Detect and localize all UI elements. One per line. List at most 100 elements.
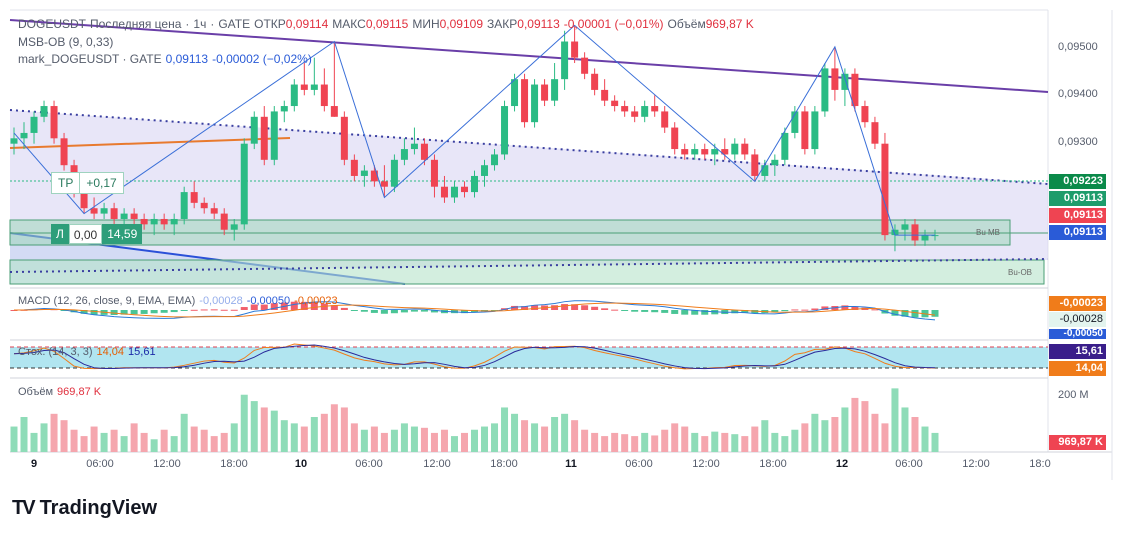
volume-bar xyxy=(691,432,699,452)
candle-body xyxy=(360,170,368,176)
volume-bar xyxy=(651,435,659,452)
candle-body xyxy=(60,138,68,166)
macd-histogram-bar xyxy=(430,310,438,313)
bu-ob-zone xyxy=(9,259,1045,285)
macd-histogram-bar xyxy=(260,304,268,310)
candle-body xyxy=(410,143,418,150)
orange-line xyxy=(9,137,291,149)
volume-bar xyxy=(210,436,218,452)
time-tick: 12 xyxy=(835,458,849,470)
candle-body xyxy=(841,73,849,90)
volume-bar xyxy=(270,410,278,452)
candle-body xyxy=(501,106,509,155)
macd-histogram-bar xyxy=(140,310,148,314)
volume-bar xyxy=(410,426,418,452)
macd-histogram-bar xyxy=(561,304,569,310)
candle-body xyxy=(781,132,789,160)
candle-body xyxy=(200,202,208,209)
bu-ob-label: Bu-OB xyxy=(1008,268,1033,277)
mark-legend[interactable]: mark_DOGEUSDT · GATE 0,09113 -0,00002 (−0,… xyxy=(18,52,312,66)
candle-body xyxy=(831,68,839,90)
candle-body xyxy=(330,106,338,117)
candle-body xyxy=(721,149,729,155)
macd-histogram-bar xyxy=(170,310,178,313)
candle-body xyxy=(250,116,258,144)
tp-label: TP xyxy=(52,173,81,193)
volume-bar xyxy=(801,423,809,452)
candle-body xyxy=(891,229,899,236)
stoch-legend[interactable]: Стох. (14, 3, 3) 14,04 15,61 xyxy=(18,346,156,358)
price-tag-mark: 0,09113 xyxy=(1049,191,1106,206)
volume-bar xyxy=(611,432,619,452)
candle-body xyxy=(801,111,809,150)
macd-histogram-bar xyxy=(611,309,619,311)
volume-bar xyxy=(551,417,559,452)
stoch-tag-k: 14,04 xyxy=(1049,361,1106,376)
macd-histogram-bar xyxy=(681,310,689,315)
candle-body xyxy=(591,73,599,90)
macd-tag-hist: -0,00023 xyxy=(1049,296,1106,311)
stop-loss-box[interactable]: Л 0,00 14,59 xyxy=(51,224,143,244)
candle-body xyxy=(290,84,298,107)
volume-bar xyxy=(781,436,789,452)
volume-bar xyxy=(450,436,458,452)
tradingview-logo-icon: TV xyxy=(12,497,36,519)
volume-bar xyxy=(671,423,679,452)
volume-bar xyxy=(751,426,759,452)
volume-bar xyxy=(771,432,779,452)
volume-bar xyxy=(330,404,338,452)
macd-histogram-bar xyxy=(551,305,559,310)
macd-histogram-bar xyxy=(621,310,629,311)
time-tick: 06:00 xyxy=(355,458,383,470)
macd-histogram-bar xyxy=(671,310,679,314)
volume-bar xyxy=(491,423,499,452)
price-legend: DOGEUSDT Последняя цена · 1ч · GATE ОТКР0,0911… xyxy=(18,17,754,31)
candle-body xyxy=(20,132,28,139)
macd-histogram-bar xyxy=(751,310,759,314)
macd-histogram-bar xyxy=(240,307,248,310)
candle-body xyxy=(631,111,639,117)
volume-bar xyxy=(471,429,478,452)
candle-body xyxy=(350,159,358,176)
volume-tag: 969,87 K xyxy=(1049,435,1106,450)
candle-body xyxy=(751,154,759,176)
tradingview-logo[interactable]: TV TradingView xyxy=(12,497,157,520)
volume-bar xyxy=(180,413,188,452)
volume-bar xyxy=(861,401,869,452)
macd-histogram-bar xyxy=(310,302,318,310)
sl-zero: 0,00 xyxy=(68,224,103,244)
macd-histogram-bar xyxy=(150,310,158,314)
volume-bar xyxy=(260,407,268,452)
candle-body xyxy=(691,149,699,155)
macd-line xyxy=(13,302,936,318)
macd-histogram-bar xyxy=(370,310,378,313)
msb-legend[interactable]: MSB-OB (9, 0,33) xyxy=(18,35,114,49)
volume-bar xyxy=(711,431,719,452)
candle-body xyxy=(561,41,569,80)
candle-body xyxy=(460,186,468,193)
macd-legend[interactable]: MACD (12, 26, close, 9, EMA, EMA) -0,0002… xyxy=(18,295,338,307)
symbol[interactable]: DOGEUSDT xyxy=(18,17,87,31)
candle-body xyxy=(110,208,118,219)
candle-body xyxy=(160,218,168,225)
macd-histogram-bar xyxy=(491,310,499,311)
volume-bar xyxy=(390,429,398,452)
macd-histogram-bar xyxy=(901,310,909,317)
volume-bar xyxy=(571,420,579,452)
candle-body xyxy=(340,116,348,160)
candle-body xyxy=(30,116,38,133)
macd-histogram-bar xyxy=(571,304,579,310)
take-profit-box[interactable]: TP +0,17 xyxy=(51,172,124,194)
candle-body xyxy=(280,106,288,112)
macd-histogram-bar xyxy=(661,310,669,313)
volume-bar xyxy=(370,426,378,452)
volume-bar xyxy=(831,417,839,452)
dotted-lower-trend xyxy=(9,258,1049,273)
volume-bar xyxy=(130,423,138,452)
candle-body xyxy=(390,159,398,187)
candle-body xyxy=(440,186,448,198)
volume-bar xyxy=(440,429,448,452)
volume-legend[interactable]: Объём 969,87 K xyxy=(18,386,102,398)
volume-bar xyxy=(110,429,118,452)
